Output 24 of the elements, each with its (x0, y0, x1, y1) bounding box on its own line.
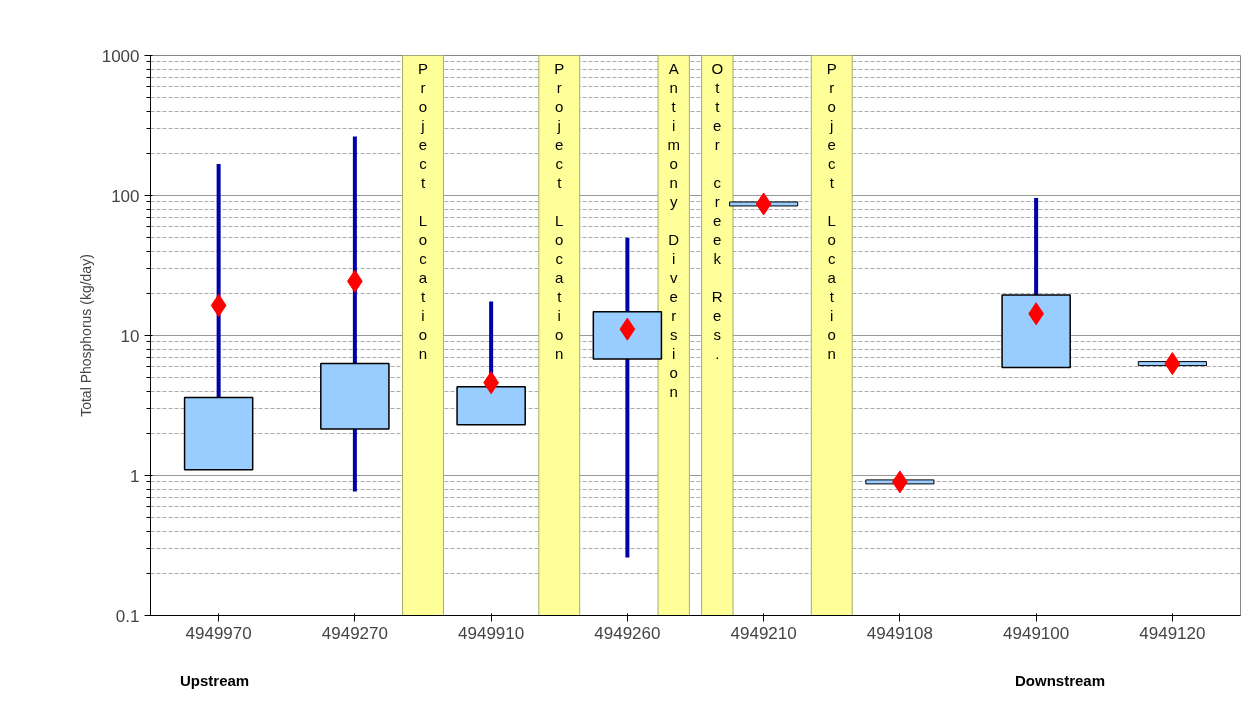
x-tick-label: 4949210 (730, 623, 797, 643)
y-tick-label: 0.1 (115, 606, 140, 626)
y-axis-title: Total Phosphorus (kg/day) (77, 254, 94, 417)
x-tick-label: 4949108 (866, 623, 933, 643)
y-tick-label: 1000 (101, 46, 140, 66)
x-tick-label: 4949120 (1139, 623, 1206, 643)
y-tick-label: 10 (120, 326, 140, 346)
y-tick-label: 100 (111, 186, 140, 206)
x-tick-label: 4949910 (458, 623, 525, 643)
x-tick-label: 4949100 (1003, 623, 1070, 643)
x-tick-label: 4949260 (594, 623, 661, 643)
point (755, 192, 772, 216)
y-tick-label: 1 (130, 466, 140, 486)
text: Downstream (1015, 671, 1106, 691)
text: Project Location (826, 59, 837, 363)
text: Antimony Diversion (667, 59, 680, 401)
point (1164, 352, 1181, 376)
x-tick-label: 4949270 (321, 623, 388, 643)
text: Otter creek Res. (711, 59, 724, 363)
x-tick-label: 4949970 (185, 623, 252, 643)
text: Project Location (554, 59, 565, 363)
text: Upstream (180, 671, 250, 691)
text: Project Location (418, 59, 429, 363)
point (210, 293, 227, 317)
